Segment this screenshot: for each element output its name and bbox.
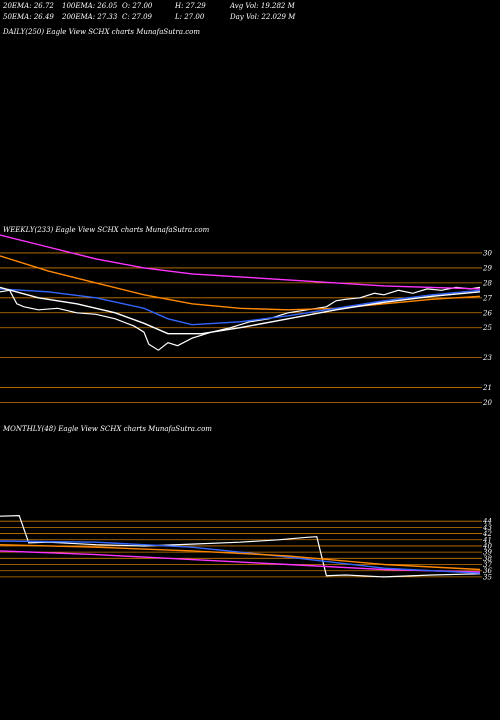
monthly-tick-label: 38 [483, 555, 492, 563]
weekly-tick-label: 27 [482, 294, 492, 302]
header-close: C: 27.09 [122, 13, 152, 21]
weekly-series-ema-2 [0, 255, 481, 311]
monthly-tick-label: 39 [483, 549, 492, 557]
monthly-tick-label: 41 [482, 536, 492, 544]
monthly-series-ema-3 [0, 544, 481, 571]
weekly-panel-title: WEEKLY(233) Eagle View SCHX charts Munaf… [3, 226, 210, 234]
monthly-series-ema-1 [0, 550, 481, 573]
weekly-tick-label: 25 [482, 324, 492, 332]
weekly-series-price [0, 286, 481, 351]
monthly-panel-title: MONTHLY(48) Eagle View SCHX charts Munaf… [3, 425, 212, 433]
weekly-series-ema-3 [0, 288, 481, 326]
header-avg-vol: Avg Vol: 19.282 M [230, 2, 295, 10]
daily-panel-title: DAILY(250) Eagle View SCHX charts Munafa… [3, 28, 201, 36]
weekly-tick-label: 23 [482, 354, 492, 362]
header-100ema: 100EMA: 26.05 [62, 2, 118, 10]
monthly-tick-label: 43 [482, 524, 492, 532]
weekly-tick-label: 21 [482, 384, 492, 392]
header-200ema: 200EMA: 27.33 [62, 13, 118, 21]
weekly-tick-label: 28 [482, 279, 492, 287]
header-high: H: 27.29 [175, 2, 206, 10]
weekly-tick-label: 20 [482, 399, 492, 407]
monthly-tick-label: 36 [483, 567, 492, 575]
monthly-tick-label: 35 [483, 573, 492, 581]
weekly-series-ema-1 [0, 234, 481, 290]
header-20ema: 20EMA: 26.72 [3, 2, 54, 10]
header-low: L: 27.00 [175, 13, 205, 21]
header-day-vol: Day Vol: 22.029 M [230, 13, 296, 21]
header-open: O: 27.00 [122, 2, 153, 10]
weekly-tick-label: 29 [482, 264, 492, 272]
monthly-tick-label: 37 [483, 561, 492, 569]
weekly-tick-label: 26 [482, 309, 492, 317]
monthly-tick-label: 42 [482, 530, 492, 538]
monthly-tick-label: 40 [482, 542, 492, 550]
weekly-tick-label: 30 [483, 249, 492, 257]
weekly-series-ema-4 [0, 286, 481, 335]
monthly-series-ema-2 [0, 540, 481, 574]
monthly-series-price [0, 514, 481, 578]
header-50ema: 50EMA: 26.49 [3, 13, 54, 21]
monthly-tick-label: 44 [482, 518, 492, 526]
